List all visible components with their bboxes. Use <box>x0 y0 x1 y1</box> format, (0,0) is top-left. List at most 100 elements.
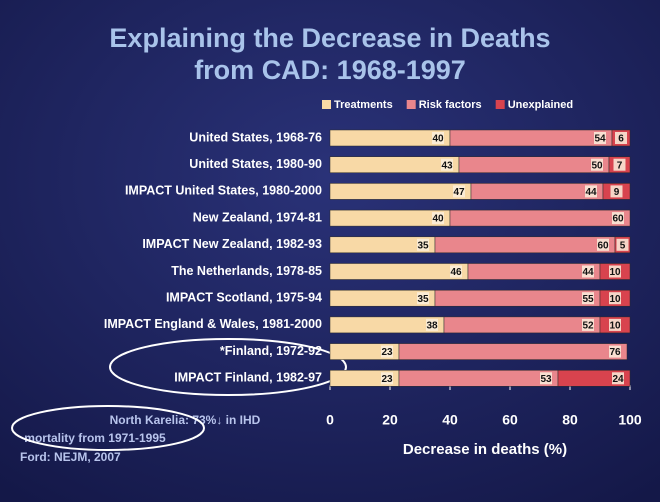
value-label-box <box>609 345 621 358</box>
value-label-box <box>597 238 609 251</box>
bar-segment <box>329 263 469 280</box>
value-label-box <box>450 265 462 278</box>
value-label-box <box>609 292 621 305</box>
x-tick-label: 80 <box>562 412 578 428</box>
value-label: 53 <box>540 374 552 385</box>
value-label: 7 <box>617 160 623 171</box>
value-label-box <box>426 318 438 331</box>
value-label: 5 <box>620 240 626 251</box>
value-label-box <box>591 158 603 171</box>
annotation: mortality from 1971-1995 <box>24 431 166 445</box>
value-label: 6 <box>618 134 624 145</box>
value-label: 54 <box>594 134 606 145</box>
value-label-box <box>432 132 444 144</box>
value-label: 47 <box>453 187 465 198</box>
value-label: 35 <box>417 240 429 251</box>
value-label: 46 <box>450 267 462 278</box>
value-label: 40 <box>432 214 444 225</box>
bar-segment <box>329 156 460 173</box>
value-label-box <box>585 185 597 198</box>
value-label-box <box>417 238 429 251</box>
value-label: 60 <box>612 214 624 225</box>
value-label: 55 <box>582 294 594 305</box>
value-label-box <box>417 292 429 305</box>
x-axis-label: Decrease in deaths (%) <box>403 441 567 458</box>
bar-segment <box>398 343 628 360</box>
value-label-box <box>381 345 393 358</box>
value-label: 24 <box>612 374 624 385</box>
value-label-box <box>612 212 624 225</box>
legend-label: Treatments <box>334 99 393 111</box>
value-label: 23 <box>381 347 393 358</box>
annotation: Ford: NEJM, 2007 <box>20 450 121 464</box>
value-label-box <box>615 132 627 144</box>
value-label: 52 <box>582 321 594 332</box>
value-label: 10 <box>609 267 621 278</box>
bar-segment <box>449 209 631 227</box>
y-tick-label: IMPACT United States, 1980-2000 <box>125 184 322 198</box>
value-label-box <box>609 318 621 331</box>
value-label-box <box>381 372 393 385</box>
value-label-box <box>432 212 444 225</box>
value-label-box <box>441 158 453 171</box>
value-label: 44 <box>582 267 594 278</box>
bar-segment <box>470 183 604 200</box>
value-label: 76 <box>609 347 621 358</box>
value-label: 60 <box>597 240 609 251</box>
y-tick-label: IMPACT England & Wales, 1981-2000 <box>104 317 322 331</box>
value-label-box <box>453 185 465 198</box>
y-tick-label: IMPACT Finland, 1982-97 <box>174 371 322 385</box>
value-label-box <box>582 265 594 278</box>
legend-label: Risk factors <box>419 99 482 111</box>
bar-segment <box>329 183 472 200</box>
value-label-box <box>582 318 594 331</box>
x-tick-label: 20 <box>382 412 398 428</box>
legend-swatch <box>322 100 331 109</box>
value-label-box <box>594 132 606 144</box>
y-tick-label: *Finland, 1972-92 <box>220 344 322 358</box>
value-label: 10 <box>609 294 621 305</box>
bar-segment <box>398 370 559 387</box>
value-label: 50 <box>591 160 603 171</box>
y-tick-label: The Netherlands, 1978-85 <box>171 264 322 278</box>
y-tick-label: United States, 1980-90 <box>189 157 322 171</box>
value-label-box <box>616 238 629 251</box>
chart-title: from CAD: 1968-1997 <box>194 55 466 85</box>
x-tick-label: 100 <box>618 412 642 428</box>
bar-segment <box>434 289 601 307</box>
y-tick-label: United States, 1968-76 <box>189 130 322 144</box>
value-label: 9 <box>614 187 620 198</box>
legend-swatch <box>406 100 416 109</box>
chart-title: Explaining the Decrease in Deaths <box>109 23 550 53</box>
y-tick-label: IMPACT New Zealand, 1982-93 <box>142 237 322 251</box>
bar-segment <box>449 129 613 147</box>
value-label: 44 <box>585 187 597 198</box>
x-tick-label: 0 <box>326 412 334 428</box>
bar-segment <box>458 156 610 173</box>
highlight-ellipse <box>11 405 205 451</box>
highlight-ellipse <box>109 338 347 396</box>
value-label: 35 <box>417 294 429 305</box>
value-label: 23 <box>381 374 393 385</box>
x-tick-label: 60 <box>502 412 518 428</box>
value-label-box <box>609 265 621 278</box>
value-label-box <box>582 292 594 305</box>
x-tick-label: 40 <box>442 412 458 428</box>
bar-segment <box>443 316 601 334</box>
bar-segment <box>467 263 601 280</box>
y-tick-label: New Zealand, 1974-81 <box>193 210 322 224</box>
value-label: 40 <box>432 134 444 145</box>
y-tick-label: IMPACT Scotland, 1975-94 <box>166 290 322 304</box>
value-label: 10 <box>609 321 621 332</box>
value-label-box <box>612 372 624 385</box>
value-label-box <box>610 185 623 198</box>
value-label-box <box>613 158 626 171</box>
value-label-box <box>540 372 552 385</box>
legend-swatch <box>495 100 505 109</box>
legend-label: Unexplained <box>508 99 573 111</box>
bar-segment <box>434 236 616 254</box>
value-label: 43 <box>441 160 453 171</box>
value-label: 38 <box>426 321 438 332</box>
annotation: North Karelia: 73%↓ in IHD <box>110 413 261 427</box>
